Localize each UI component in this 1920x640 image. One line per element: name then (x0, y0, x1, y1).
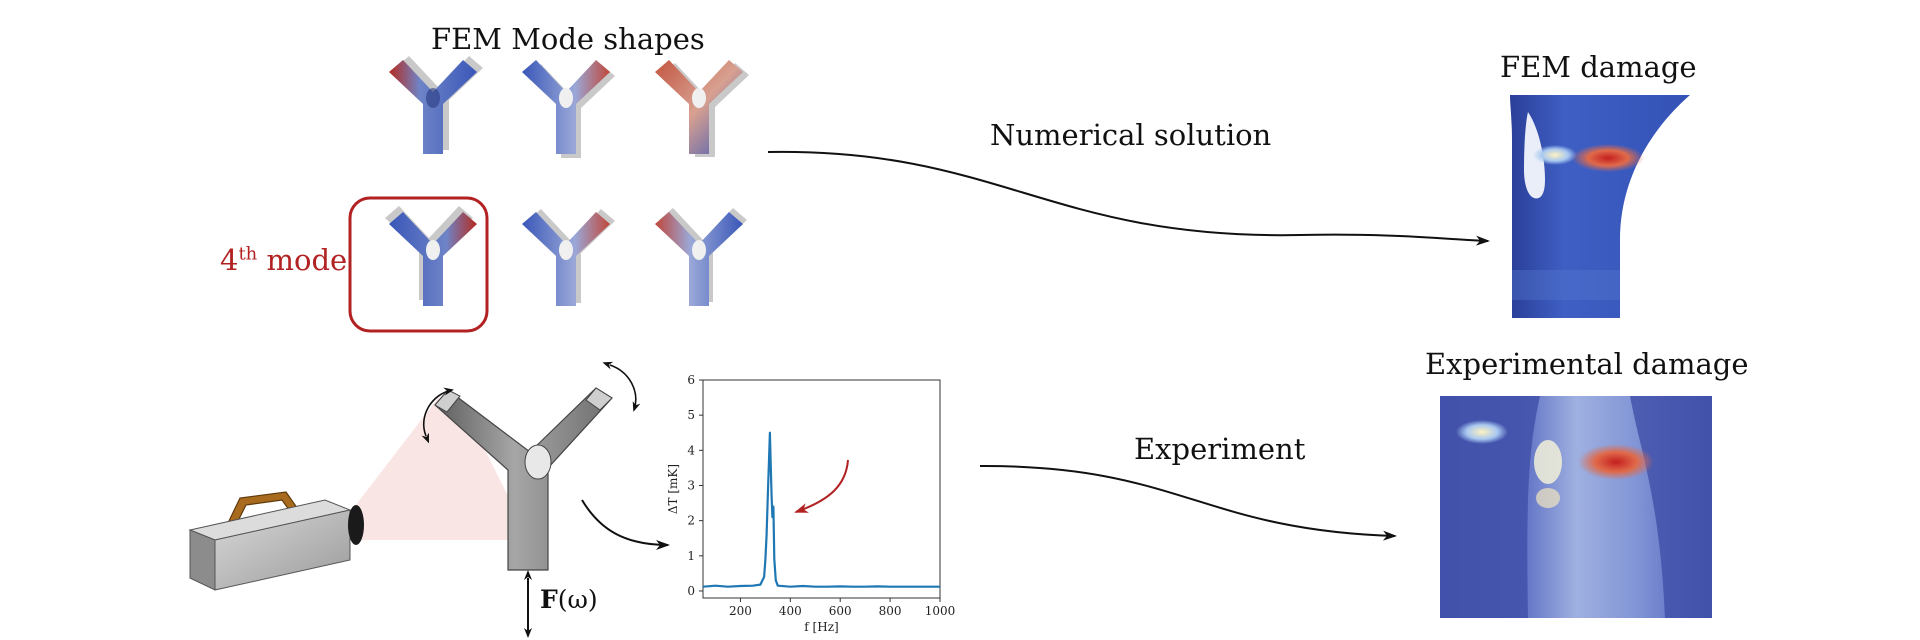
rotation-arrow-right-icon (602, 361, 641, 412)
numerical-solution-label: Numerical solution (990, 118, 1272, 152)
fem-damage-image (1510, 95, 1690, 318)
experimental-damage-title: Experimental damage (1425, 347, 1749, 381)
fem-mode-shape-6 (655, 208, 747, 306)
camera-side-face (214, 509, 351, 591)
experimental-damage-image (1440, 396, 1712, 618)
y-tick-label-1: 1 (687, 549, 695, 563)
force-symbol: F (540, 585, 558, 614)
y-tick-label-6: 6 (687, 373, 695, 387)
chart-annotation-arrow (794, 459, 849, 513)
fourth-mode-highlight-box (348, 196, 489, 333)
y-axis-label: ΔT [mK] (666, 464, 680, 514)
x-tick-label-200: 200 (729, 604, 752, 618)
fem-mode-shape-3 (655, 60, 749, 157)
x-tick-label-800: 800 (879, 604, 902, 618)
fem-mode-shapes-title: FEM Mode shapes (431, 22, 705, 56)
spectrum-chart: 200 400 600 800 1000 0 1 2 3 4 5 6 f [Hz] ΔT [mK] (666, 373, 955, 634)
numerical-solution-arrow (767, 150, 1490, 246)
x-tick-label-600: 600 (829, 604, 852, 618)
y-tick-label-2: 2 (687, 514, 695, 528)
fourth-mode-label: 4th mode (220, 243, 347, 277)
fourth-mode-sup: th (238, 243, 258, 265)
fem-mode-shape-2 (522, 60, 615, 158)
fem-damage-title: FEM damage (1500, 50, 1697, 84)
chart-frame (702, 379, 941, 599)
x-tick-label-400: 400 (779, 604, 802, 618)
experiment-label: Experiment (1134, 432, 1306, 466)
camera-front-face (189, 529, 216, 591)
ir-camera (188, 491, 364, 591)
fem-mode-shape-4-selected (385, 206, 477, 306)
fem-mode-shape-1 (389, 56, 483, 154)
experiment-arrow (979, 464, 1397, 541)
camera-field-of-view (352, 398, 530, 540)
force-label: F(ω) (540, 585, 598, 614)
x-axis-label: f [Hz] (804, 620, 838, 634)
fourth-mode-word: mode (266, 243, 348, 277)
fem-mode-shape-5 (522, 209, 615, 306)
y-tick-label-0: 0 (687, 584, 695, 598)
y-tick-label-3: 3 (687, 478, 695, 492)
rotation-arrow-left-icon (421, 387, 454, 444)
specimen-to-chart-arrow (581, 499, 670, 550)
x-tick-label-1000: 1000 (925, 604, 956, 618)
y-tick-label-4: 4 (687, 443, 695, 457)
camera-lens (348, 505, 364, 545)
series-line-0 (702, 431, 940, 588)
fourth-mode-number: 4 (220, 243, 239, 277)
y-tick-label-5: 5 (687, 408, 695, 422)
force-argument: (ω) (557, 585, 598, 614)
